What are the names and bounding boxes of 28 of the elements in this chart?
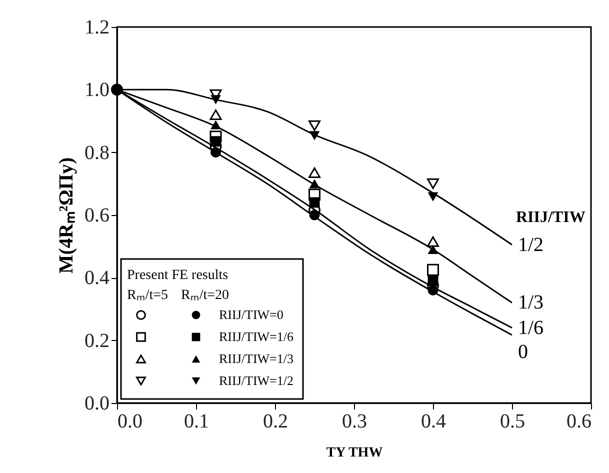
series-label: 1/6 (518, 316, 544, 339)
annotation: Rₘ/t=5 (127, 288, 168, 303)
y-tick-label: 0.2 (84, 330, 110, 352)
annotation: RIIJ/TIW (516, 208, 586, 226)
x-tick-label: 0.1 (184, 410, 209, 432)
legend-label: RIIJ/TIW=1/2 (219, 373, 294, 388)
annotation: Rₘ/t=20 (181, 288, 230, 303)
x-tick-label: 0.6 (566, 410, 592, 432)
series-label: 0 (518, 340, 528, 363)
x-tick-label: 0.4 (421, 410, 446, 432)
y-tick-label: 0.6 (84, 204, 110, 226)
x-tick-label: 0.2 (263, 410, 288, 432)
series-label: 1/2 (518, 234, 544, 256)
legend-label: RIIJ/TIW=0 (219, 307, 284, 322)
x-tick-label: 0.0 (118, 410, 142, 432)
x-axis-title: TY THW (326, 446, 383, 460)
legend-title: Present FE results (127, 268, 228, 283)
y-tick-label: 0.8 (84, 142, 110, 164)
y-tick-label: 0.4 (84, 267, 110, 290)
x-tick-label: 0.5 (500, 410, 525, 432)
y-tick-label: 0.0 (84, 392, 110, 414)
y-tick-label: 1.2 (84, 16, 110, 38)
series-label: 1/3 (518, 292, 544, 314)
legend-label: RIIJ/TIW=1/3 (219, 351, 294, 366)
y-axis-title: M(4Rₘ²ΩΠy) (56, 157, 78, 274)
legend-label: RIIJ/TIW=1/6 (219, 329, 294, 344)
y-tick-label: 1.0 (84, 79, 110, 102)
x-tick-label: 0.3 (342, 410, 367, 432)
